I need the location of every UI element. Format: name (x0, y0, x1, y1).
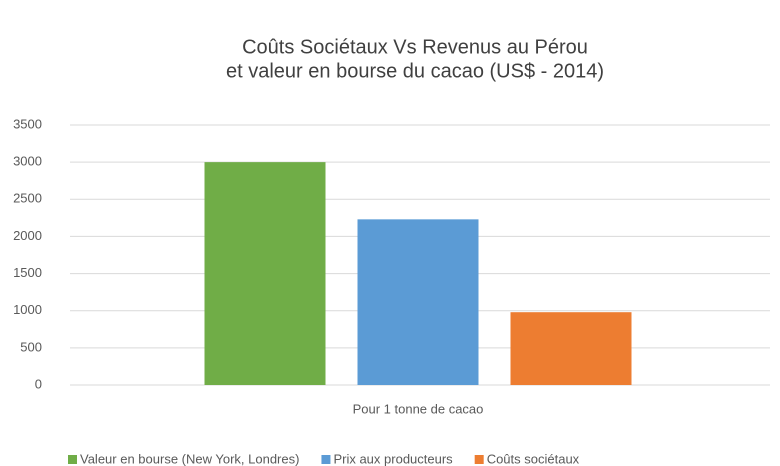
legend-label: Valeur en bourse (New York, Londres) (80, 451, 299, 466)
legend-marker (321, 455, 331, 464)
legend-marker (68, 455, 77, 464)
legend-label: Coûts sociétaux (487, 451, 580, 466)
bar (510, 312, 632, 385)
y-tick-label: 0 (35, 376, 42, 391)
y-tick-label: 2500 (13, 191, 42, 206)
legend-label: Prix aux producteurs (333, 451, 453, 466)
legend-marker (474, 455, 484, 464)
bar (357, 219, 479, 385)
y-tick-label: 1000 (13, 302, 42, 317)
chart-title: Coûts Sociétaux Vs Revenus au Pérou (242, 36, 588, 58)
y-tick-label: 2000 (13, 228, 42, 243)
chart-title: et valeur en bourse du cacao (US$ - 2014… (226, 60, 604, 82)
y-tick-label: 500 (20, 339, 42, 354)
x-tick-label: Pour 1 tonne de cacao (353, 401, 484, 416)
y-tick-label: 3500 (13, 116, 42, 131)
y-tick-label: 3000 (13, 154, 42, 169)
y-tick-label: 1500 (13, 265, 42, 280)
bar (204, 162, 326, 385)
